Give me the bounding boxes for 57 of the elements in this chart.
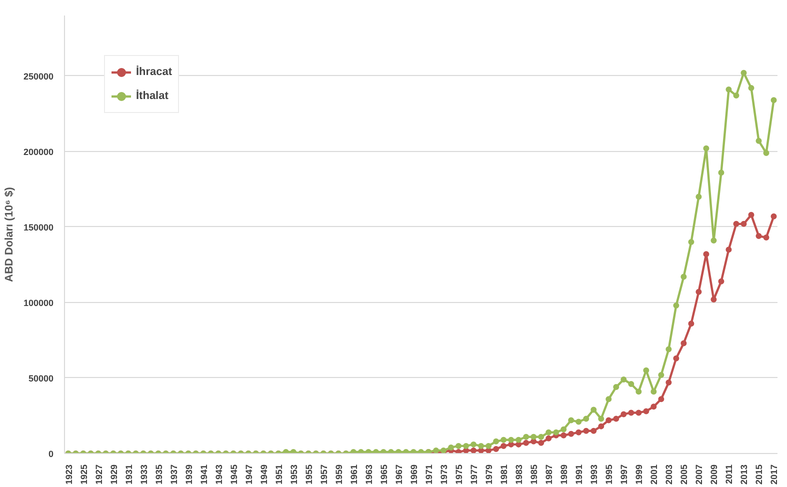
- x-tick-label: 1999: [634, 464, 644, 485]
- x-tick-label: 1987: [544, 464, 554, 485]
- x-tick-label: 1977: [469, 464, 480, 485]
- y-tick-label: 250000: [23, 71, 54, 82]
- x-tick-label: 1997: [619, 464, 630, 485]
- legend-label: İthalat: [136, 90, 168, 102]
- x-tick-label: 1945: [228, 464, 239, 485]
- x-tick-label: 1981: [499, 464, 510, 485]
- x-tick-label: 1959: [334, 464, 344, 485]
- x-tick-label: 1975: [454, 464, 464, 485]
- x-tick-label: 1965: [378, 464, 389, 485]
- x-tick-label: 1927: [94, 464, 104, 485]
- y-tick-label: 50000: [28, 373, 54, 384]
- x-tick-label: 1923: [64, 464, 74, 485]
- x-tick-label: 1957: [318, 464, 329, 485]
- x-tick-label: 2001: [649, 464, 660, 485]
- x-tick-label: 1949: [258, 464, 269, 485]
- x-tick-label: 2015: [754, 464, 764, 485]
- x-tick-label: 1937: [168, 464, 179, 485]
- x-tick-label: 1963: [364, 464, 374, 485]
- y-tick-label: 200000: [23, 146, 54, 157]
- x-tick-label: 2013: [739, 464, 750, 485]
- y-tick-label: 100000: [23, 298, 54, 308]
- x-tick-label: 2003: [664, 464, 674, 485]
- x-tick-label: 2005: [679, 464, 690, 485]
- x-tick-label: 2009: [709, 464, 720, 485]
- x-tick-label: 1951: [274, 464, 284, 485]
- x-tick-label: 1967: [394, 464, 404, 485]
- x-tick-label: 1961: [348, 464, 359, 485]
- x-tick-label: 1969: [408, 464, 419, 485]
- x-tick-label: 1939: [184, 464, 194, 485]
- legend-label: İhracat: [136, 66, 172, 78]
- x-tick-label: 1971: [424, 464, 434, 485]
- x-tick-label: 1931: [124, 464, 134, 485]
- x-tick-label: 1947: [244, 464, 254, 485]
- x-tick-label: 2017: [769, 464, 780, 485]
- x-tick-label: 1955: [304, 464, 314, 485]
- y-axis-title: ABD Doları (10⁶ $): [3, 186, 16, 282]
- x-tick-label: 2011: [724, 464, 734, 484]
- y-tick-label: 0: [48, 449, 54, 459]
- x-tick-label: 1989: [559, 464, 570, 485]
- x-tick-label: 1985: [529, 464, 540, 485]
- x-tick-label: 1953: [288, 464, 299, 485]
- x-tick-label: 2007: [694, 464, 704, 485]
- x-tick-label: 1979: [484, 464, 494, 485]
- x-tick-label: 1935: [154, 464, 164, 485]
- x-tick-label: 1943: [214, 464, 224, 485]
- x-tick-label: 1925: [78, 464, 89, 485]
- x-tick-label: 1991: [574, 464, 584, 485]
- x-tick-label: 1973: [439, 464, 450, 485]
- x-tick-label: 1993: [589, 464, 600, 485]
- y-tick-label: 150000: [23, 222, 54, 232]
- x-tick-label: 1983: [514, 464, 524, 485]
- x-tick-label: 1941: [198, 464, 209, 485]
- x-tick-label: 1929: [108, 464, 119, 485]
- x-tick-label: 1995: [604, 464, 614, 485]
- x-tick-label: 1933: [138, 464, 149, 485]
